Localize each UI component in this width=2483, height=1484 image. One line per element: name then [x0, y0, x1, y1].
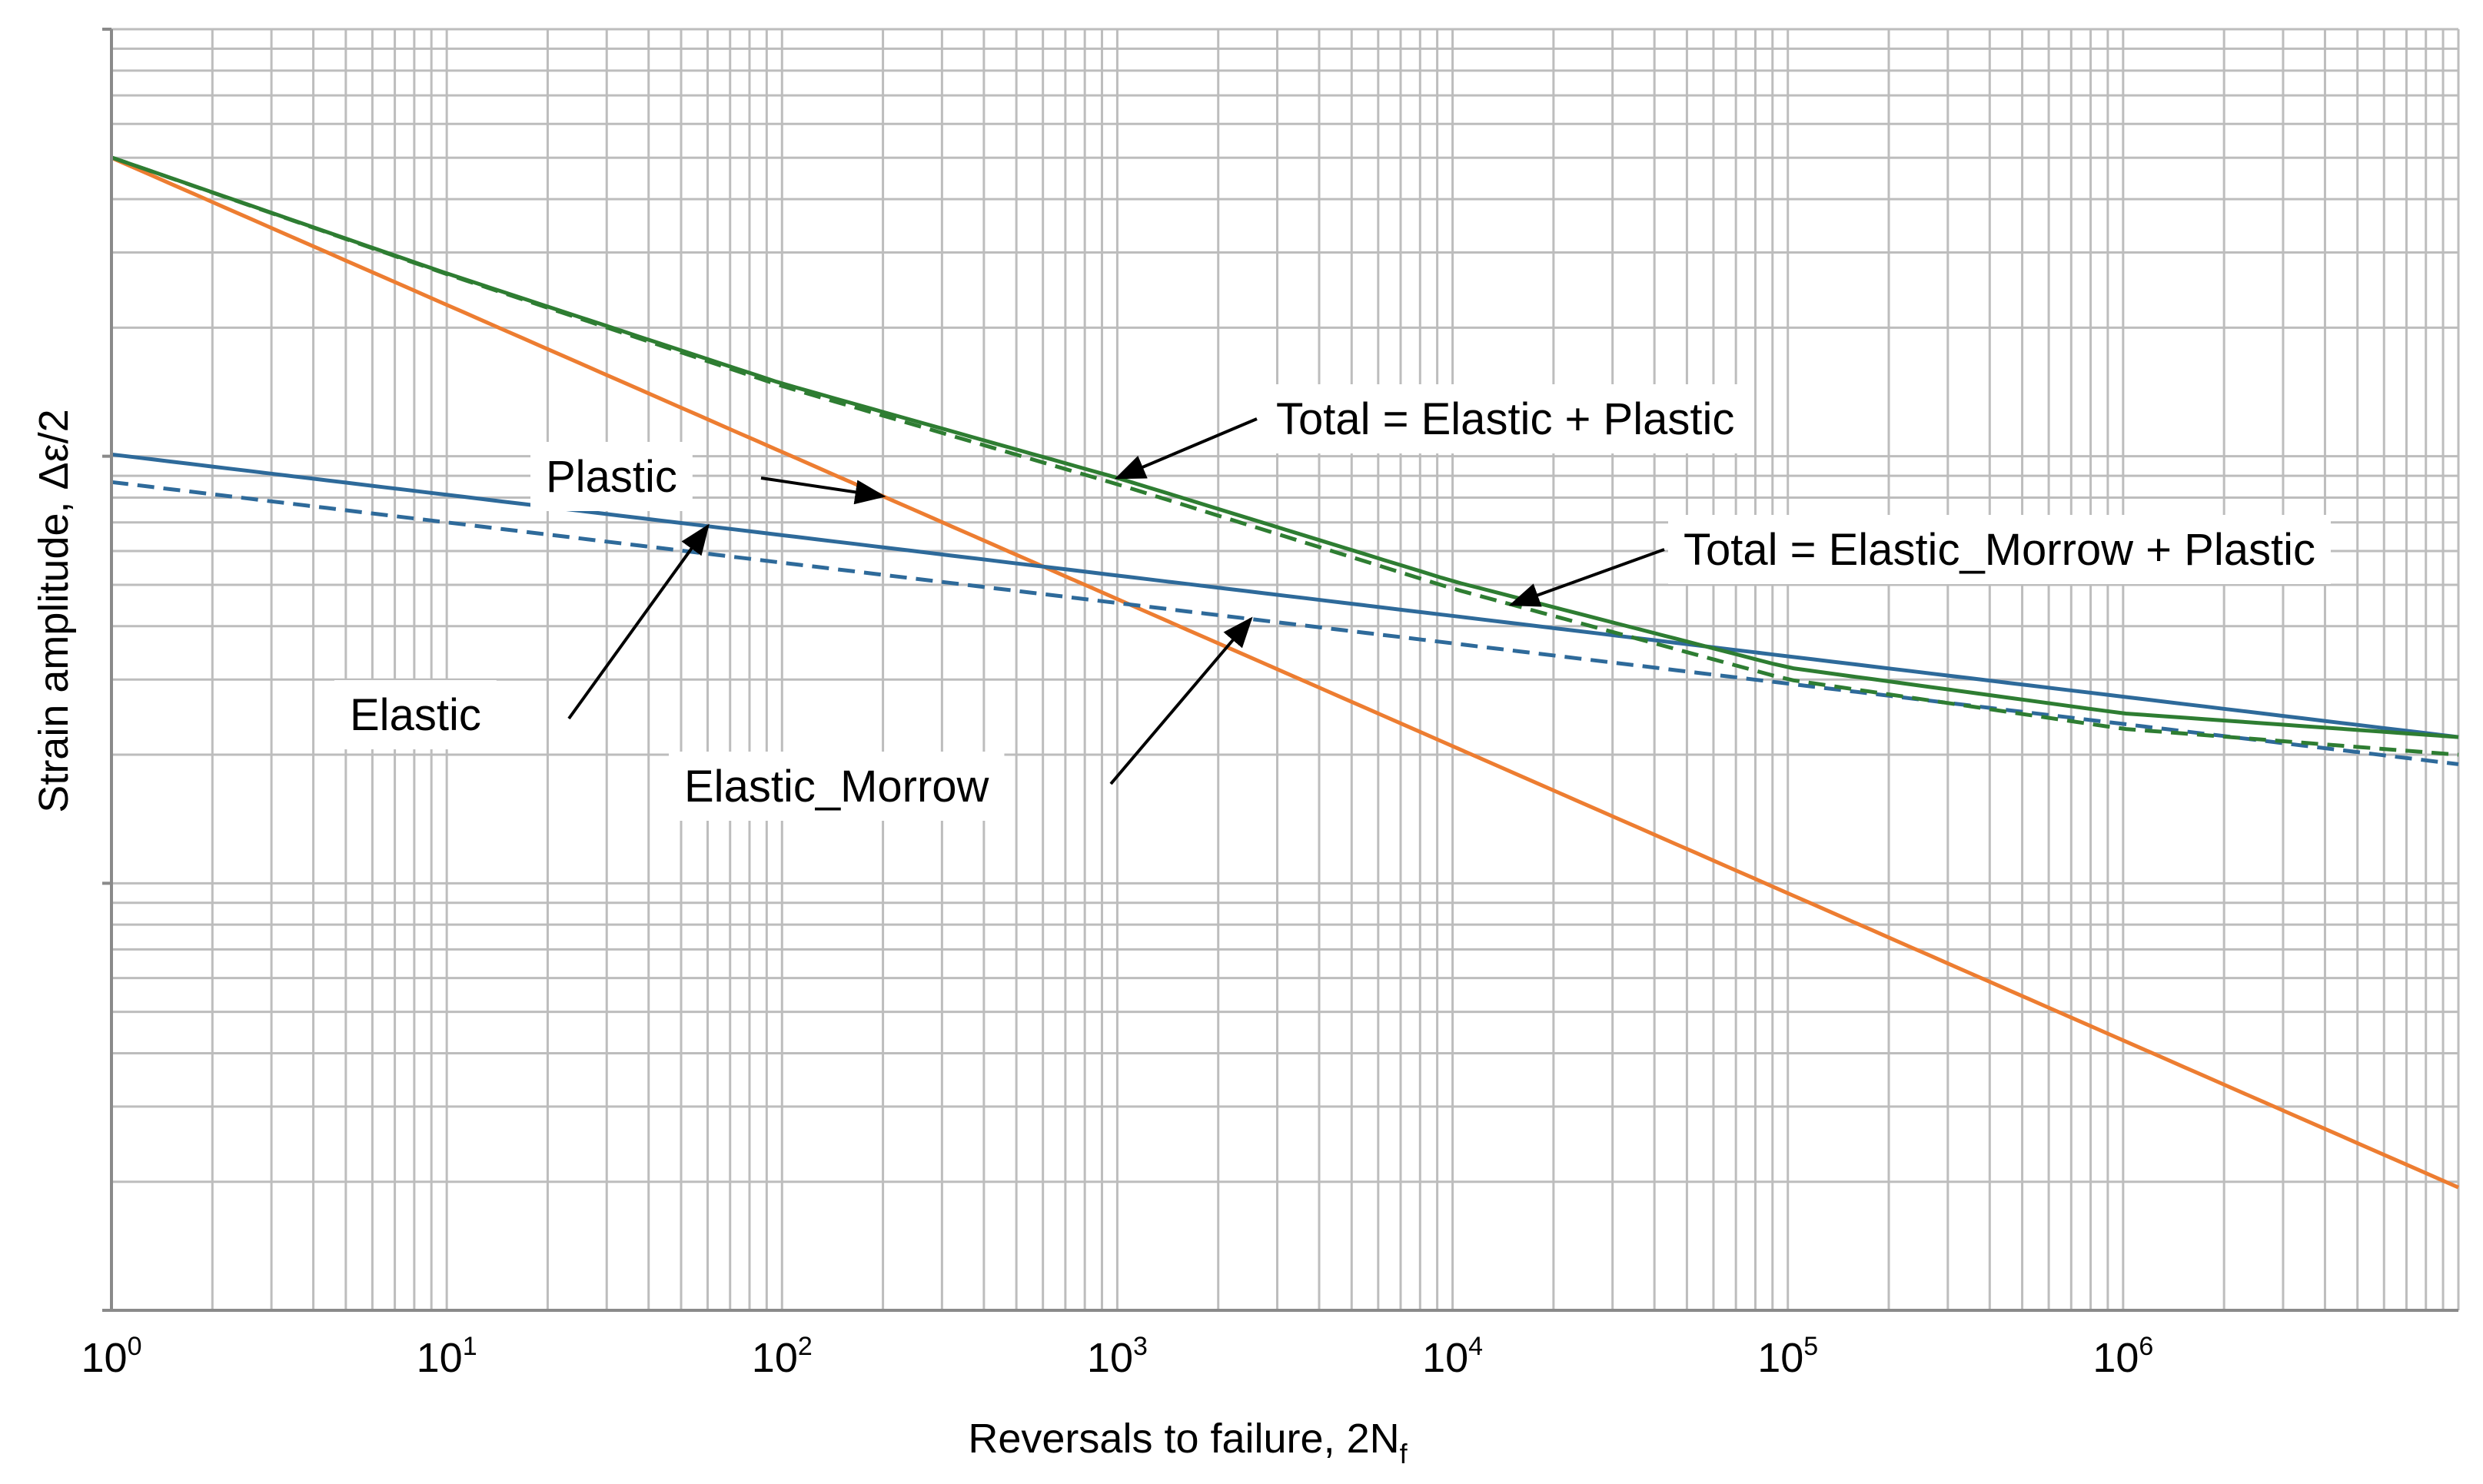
- axes: [102, 28, 2458, 1312]
- x-tick-labels: 100 101 102 103 104 105 106: [81, 1332, 2154, 1381]
- x-tick-label: 106: [2092, 1332, 2153, 1381]
- x-tick-label: 104: [1422, 1332, 1483, 1381]
- y-axis-label: Strain amplitude, Δε/2: [31, 409, 77, 812]
- x-tick-label: 105: [1757, 1332, 1818, 1381]
- annotation-box: [1261, 384, 1750, 453]
- annotation-box: [1668, 515, 2331, 584]
- annotation-label: Total = Elastic + Plastic: [1276, 394, 1734, 444]
- annotation-box: [530, 442, 693, 511]
- series-line-total-elastic-morrow-plastic: [111, 155, 2459, 757]
- annotation-plastic: Plastic: [530, 442, 886, 511]
- annotation-arrow: [760, 476, 886, 505]
- annotation-total-elastic-plastic: Total = Elastic + Plastic: [1114, 384, 1750, 480]
- grid: [110, 28, 2460, 1312]
- annotation-arrow: [1109, 616, 1253, 785]
- annotation-total-elastic-morrow-plastic: Total = Elastic_Morrow + Plastic: [1508, 515, 2331, 607]
- annotation-elastic: Elastic: [334, 523, 710, 749]
- annotation-label: Total = Elastic_Morrow + Plastic: [1684, 525, 2315, 575]
- x-axis-label: Reversals to failure, 2Nf: [968, 1416, 1408, 1469]
- series-layer: [110, 155, 2460, 1190]
- annotation-box: [334, 680, 497, 749]
- annotation-label: Elastic_Morrow: [684, 762, 990, 812]
- x-tick-label: 102: [752, 1332, 813, 1381]
- series-line-total-elastic-plastic: [111, 155, 2459, 739]
- annotation-box: [669, 752, 1005, 821]
- series-line-plastic: [110, 156, 2460, 1190]
- x-tick-label: 100: [81, 1332, 142, 1381]
- series-line-elastic: [111, 452, 2459, 739]
- annotation-arrow: [1114, 417, 1258, 480]
- x-tick-label: 101: [417, 1332, 477, 1381]
- annotation-arrow: [1508, 548, 1665, 607]
- annotation-elastic-morrow: Elastic_Morrow: [669, 616, 1253, 821]
- series-line-elastic-morrow: [111, 480, 2459, 766]
- annotation-label: Elastic: [350, 690, 481, 740]
- annotation-arrow: [567, 523, 710, 720]
- x-tick-label: 103: [1087, 1332, 1148, 1381]
- annotation-label: Plastic: [546, 452, 677, 502]
- annotations: Plastic Total = Elastic + Plastic Total = …: [334, 384, 2331, 821]
